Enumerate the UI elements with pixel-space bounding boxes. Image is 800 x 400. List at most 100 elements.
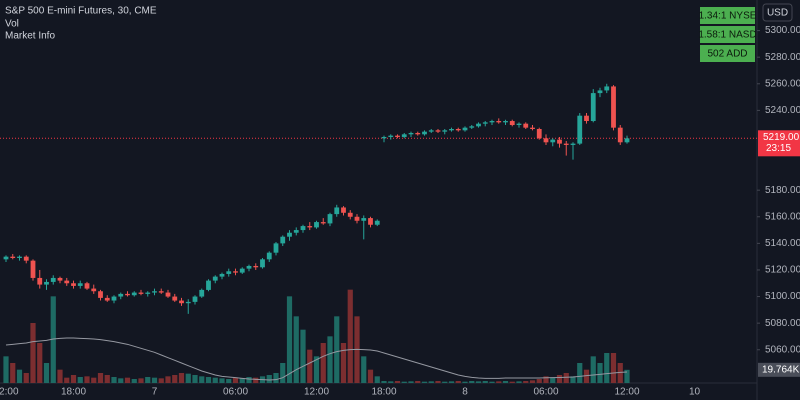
candle-body	[415, 132, 421, 135]
breadth-box	[700, 45, 755, 62]
volume-bar	[30, 323, 36, 383]
x-tick-label: 12:00	[0, 387, 19, 398]
candle-body	[523, 123, 529, 128]
volume-bar	[577, 363, 583, 383]
candle-body	[530, 127, 535, 129]
candle-body	[354, 216, 360, 221]
volume-bar	[624, 369, 630, 383]
candle-body	[563, 143, 569, 145]
candle-body	[30, 260, 36, 278]
breadth-box	[700, 7, 755, 24]
candle-body	[314, 222, 319, 228]
volume-bar	[563, 373, 569, 383]
candle-body	[172, 296, 178, 301]
candle-body	[84, 283, 90, 289]
y-tick-label: 5060.00	[765, 344, 800, 355]
last-price-label: 5219.00	[763, 132, 800, 143]
candle-body	[388, 135, 394, 137]
x-tick-label: 8	[462, 387, 468, 398]
volume-bar	[104, 375, 110, 383]
volume-bar	[43, 363, 50, 383]
volume-bar	[300, 329, 306, 383]
currency-button[interactable]	[762, 3, 793, 22]
candle-body	[98, 291, 103, 298]
volume-bar	[124, 377, 131, 383]
indicator-label[interactable]: Vol	[5, 19, 19, 30]
y-tick-label: 5280.00	[765, 52, 800, 63]
candle-body	[381, 136, 387, 139]
volume-bar	[394, 381, 401, 383]
volume-bar	[388, 381, 394, 383]
volume-bar	[590, 356, 596, 383]
volume-bar	[428, 381, 434, 383]
volume-bar	[91, 377, 97, 383]
volume-bar	[3, 356, 9, 383]
last-volume-label: 19.764K	[762, 364, 800, 375]
candle-body	[57, 277, 63, 281]
candle-body	[10, 256, 16, 258]
candle-body	[401, 134, 407, 137]
candle-body	[77, 283, 83, 286]
candle-body	[111, 296, 117, 301]
volume-bar	[84, 376, 90, 383]
volume-bar	[165, 376, 171, 383]
currency-label[interactable]: USD	[767, 8, 788, 19]
y-tick-label: 5260.00	[765, 78, 800, 89]
x-tick-label: 18:00	[371, 387, 396, 398]
y-tick-label: 5080.00	[765, 318, 800, 329]
volume-bar	[205, 377, 212, 383]
volume-bar	[462, 381, 468, 383]
volume-bar	[597, 363, 603, 383]
breadth-label: 1.34:1 NYSE	[699, 11, 757, 22]
volume-bar	[556, 375, 563, 383]
candle-body	[361, 218, 367, 221]
candle-body	[199, 289, 205, 297]
candle-body	[179, 300, 184, 304]
volume-bar	[381, 381, 387, 383]
candle-body	[152, 291, 157, 293]
x-tick-label: 06:00	[223, 387, 248, 398]
volume-bar	[523, 381, 529, 383]
candle-body	[428, 130, 434, 132]
volume-bar	[57, 369, 63, 383]
volume-bar	[118, 378, 124, 383]
volume-bar	[172, 375, 178, 383]
candle-body	[219, 273, 225, 277]
candle-body	[617, 127, 623, 143]
volume-bar	[570, 376, 576, 383]
volume-bar	[178, 373, 185, 383]
candle-body	[300, 226, 306, 231]
volume-bar	[475, 381, 482, 383]
volume-bar	[482, 381, 488, 383]
candle-body	[185, 301, 191, 304]
candle-body	[23, 256, 29, 261]
candle-body	[476, 123, 481, 127]
volume-bar	[543, 376, 549, 383]
candle-body	[233, 271, 238, 273]
candle-body	[347, 212, 353, 217]
candle-body	[125, 293, 130, 296]
candle-body	[557, 139, 562, 144]
candle-body	[395, 135, 400, 137]
volume-bar	[529, 380, 536, 383]
candle-body	[266, 252, 272, 260]
y-tick-label: 5300.00	[765, 25, 800, 36]
x-tick-label: 12:00	[614, 387, 639, 398]
candle-body	[104, 297, 110, 301]
x-tick-label: 7	[152, 387, 158, 398]
candle-body	[260, 259, 265, 268]
candle-body	[206, 280, 211, 290]
candle-body	[50, 277, 56, 282]
volume-bar	[496, 381, 502, 383]
volume-bar	[77, 377, 83, 383]
candle-body	[334, 207, 340, 215]
candle-body	[455, 128, 461, 131]
candle-body	[293, 230, 299, 233]
volume-bar	[583, 369, 590, 383]
candle-body	[158, 291, 164, 293]
volume-bar	[516, 381, 522, 383]
volume-bar	[469, 381, 475, 383]
candle-body	[327, 214, 333, 224]
candle-body	[503, 121, 508, 123]
indicator-label[interactable]: Market Info	[5, 31, 55, 42]
